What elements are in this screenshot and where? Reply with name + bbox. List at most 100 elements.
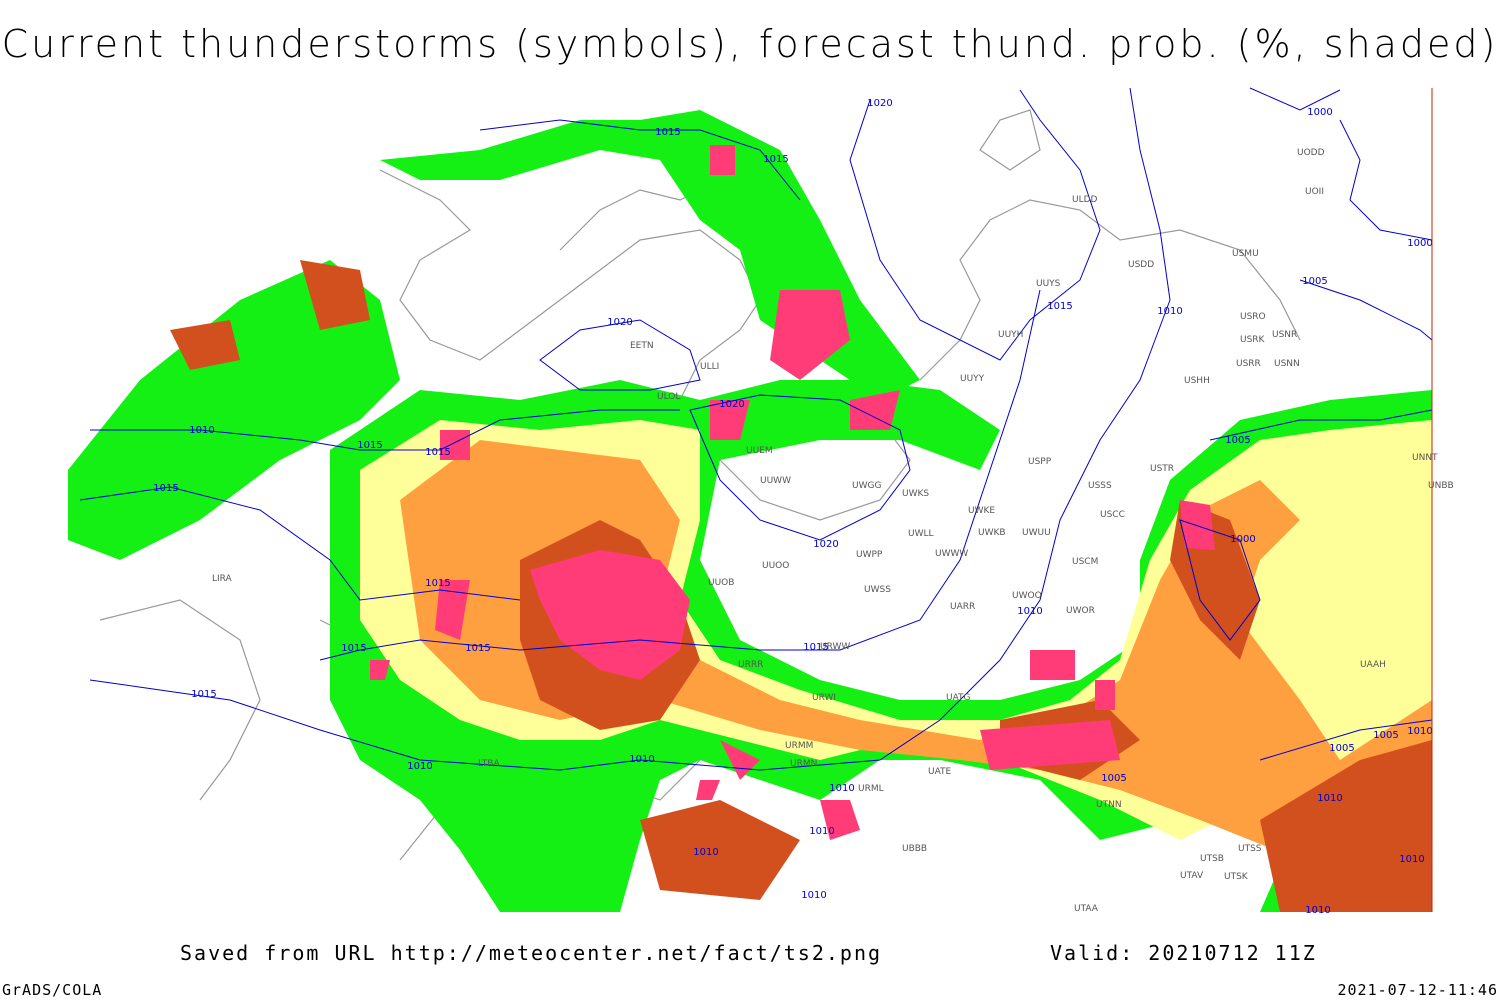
station-label: UATE — [928, 767, 952, 777]
station-label: UWKE — [968, 506, 995, 516]
isobar-label: 1010 — [407, 761, 432, 772]
isobar-label: 1000 — [1230, 534, 1255, 545]
isobar-label: 1005 — [1225, 435, 1250, 446]
isobar-label: 1015 — [153, 483, 178, 494]
isobar-label: 1010 — [629, 754, 654, 765]
isobar-label: 1020 — [719, 399, 744, 410]
station-label: UATG — [946, 693, 971, 703]
isobar-label: 1010 — [801, 890, 826, 901]
station-label: USNR — [1272, 330, 1297, 340]
isobar-label: 1020 — [607, 317, 632, 328]
isobar-label: 1005 — [1101, 773, 1126, 784]
station-label: USNN — [1274, 359, 1300, 369]
station-label: UNNT — [1412, 453, 1438, 463]
title: Current thunderstorms (symbols), forecas… — [2, 22, 1499, 66]
isobar-label: 1015 — [341, 643, 366, 654]
isobar-label: 1010 — [829, 783, 854, 794]
station-label: UUEM — [746, 446, 773, 456]
station-label: USSS — [1088, 481, 1112, 491]
station-label: UODD — [1297, 148, 1325, 158]
station-label: URML — [858, 784, 884, 794]
saved-from: Saved from URL http://meteocenter.net/fa… — [180, 941, 882, 965]
isobar-label: 1015 — [425, 447, 450, 458]
isobar-label: 1015 — [655, 127, 680, 138]
isobar-label: 1010 — [1157, 306, 1182, 317]
probability-shading — [68, 110, 1432, 912]
isobar-label: 1005 — [1302, 276, 1327, 287]
isobar-label: 1000 — [1307, 107, 1332, 118]
isobars — [79, 87, 1433, 771]
station-label: UWKB — [978, 528, 1006, 538]
station-label: UTSB — [1200, 854, 1224, 864]
isobar-label: 1010 — [1305, 905, 1330, 916]
station-label: UUWW — [760, 476, 791, 486]
station-label: EETN — [630, 341, 654, 351]
timestamp: 2021-07-12-11:46 — [1338, 981, 1499, 999]
station-label: USRR — [1236, 359, 1261, 369]
station-label: UUOB — [708, 578, 734, 588]
station-label: USDD — [1128, 260, 1154, 270]
isobar-label: 1005 — [1329, 743, 1354, 754]
station-label: UOII — [1305, 187, 1324, 197]
station-label: UWPP — [856, 550, 883, 560]
station-label: URWI — [812, 693, 836, 703]
isobar-label: 1020 — [867, 98, 892, 109]
station-label: UWKS — [902, 489, 929, 499]
software: GrADS/COLA — [2, 981, 102, 999]
isobar-label: 1010 — [1017, 606, 1042, 617]
station-label: USCC — [1100, 510, 1125, 520]
station-label: UTAA — [1074, 904, 1099, 914]
station-label: UWWW — [935, 549, 968, 559]
station-label: UTAV — [1180, 871, 1204, 881]
station-label: URMN — [790, 759, 817, 769]
isobar-label: 1015 — [1047, 301, 1072, 312]
isobar-label: 1015 — [191, 689, 216, 700]
station-label: URWW — [820, 642, 850, 652]
station-label: USTR — [1150, 464, 1174, 474]
station-label: USRO — [1240, 312, 1266, 322]
station-label: ULOL — [657, 392, 680, 402]
station-label: USPP — [1028, 457, 1052, 467]
station-label: UNBB — [1428, 481, 1454, 491]
isobar-label: 1010 — [693, 847, 718, 858]
station-label: USCM — [1072, 557, 1098, 567]
isobar-labels: 1015 1020 1015 1000 1000 1005 1010 1015 1020 1020… — [153, 98, 1432, 916]
station-label: UTSS — [1238, 844, 1262, 854]
station-label: UTSK — [1224, 872, 1249, 882]
station-label: LIRA — [212, 574, 233, 584]
station-label: UBBB — [902, 844, 927, 854]
station-label: URMM — [785, 741, 813, 751]
station-label: UWGG — [852, 481, 881, 491]
station-label: UWOO — [1012, 591, 1042, 601]
isobar-label: 1020 — [813, 539, 838, 550]
station-label: UUYY — [960, 374, 985, 384]
station-label: UTNN — [1096, 800, 1122, 810]
isobar-label: 1000 — [1407, 238, 1432, 249]
station-label: UWUU — [1022, 528, 1051, 538]
isobar-label: 1015 — [803, 642, 828, 653]
valid-time: Valid: 20210712 11Z — [1050, 941, 1317, 965]
station-label: USRK — [1240, 335, 1266, 345]
isobar-label: 1015 — [425, 578, 450, 589]
station-label: UARR — [950, 602, 975, 612]
isobar-label: 1010 — [189, 425, 214, 436]
isobar-label: 1015 — [465, 643, 490, 654]
map: 1015 1020 1015 1000 1000 1005 1010 1015 1020 1020… — [68, 87, 1454, 916]
station-label: UWLL — [908, 529, 934, 539]
station-label: USHH — [1184, 376, 1210, 386]
station-label: UWOR — [1066, 606, 1095, 616]
station-label: LTBA — [478, 759, 500, 769]
station-label: ULLI — [700, 362, 719, 372]
station-label: ULDD — [1072, 195, 1098, 205]
station-label: UWSS — [864, 585, 891, 595]
isobar-label: 1015 — [763, 154, 788, 165]
isobar-label: 1010 — [1399, 854, 1424, 865]
station-label: UAAH — [1360, 660, 1386, 670]
isobar-label: 1005 — [1373, 730, 1398, 741]
station-label: UUYH — [998, 330, 1023, 340]
isobar-label: 1015 — [357, 440, 382, 451]
station-label: USMU — [1232, 249, 1259, 259]
isobar-label: 1010 — [1317, 793, 1342, 804]
